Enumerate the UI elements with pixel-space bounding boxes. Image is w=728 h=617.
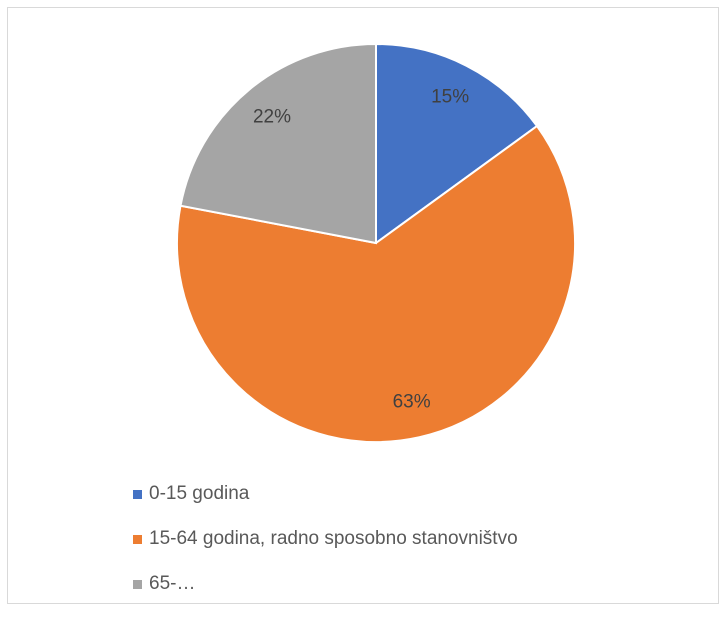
legend-label-65-plus: 65-… (149, 573, 196, 594)
chart-frame: 15% 63% 22% 0-15 godina 15-64 godina, radn… (7, 7, 719, 604)
data-label-65-plus: 22% (253, 106, 291, 127)
legend-swatch-0-15 (133, 489, 142, 499)
legend-swatch-15-64 (133, 534, 142, 544)
legend-swatch-65-plus (133, 579, 142, 589)
legend-item-65-plus: 65-… (133, 572, 518, 596)
pie-chart: 15% 63% 22% (176, 42, 576, 443)
slice-15-64 (176, 124, 576, 443)
legend-label-0-15: 0-15 godina (149, 483, 250, 504)
data-label-15-64: 63% (393, 391, 431, 412)
legend-label-15-64: 15-64 godina, radno sposobno stanovništv… (149, 528, 518, 549)
legend-item-0-15: 0-15 godina (133, 482, 518, 506)
data-label-0-15: 15% (431, 87, 469, 108)
legend: 0-15 godina 15-64 godina, radno sposobno… (133, 482, 518, 617)
slice-65-plus (179, 42, 377, 245)
legend-item-15-64: 15-64 godina, radno sposobno stanovništv… (133, 527, 518, 551)
slice-0-15 (375, 42, 539, 245)
